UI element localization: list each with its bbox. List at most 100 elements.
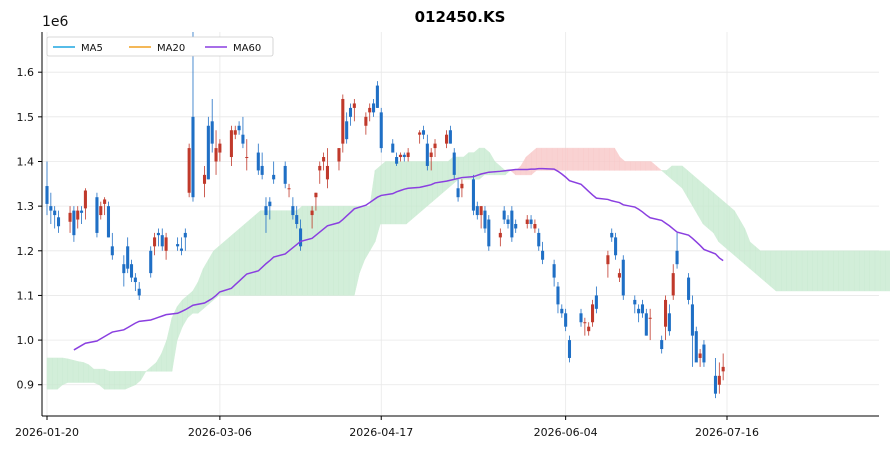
candle-body (502, 210, 506, 220)
cloud-segment (447, 156, 454, 189)
candle-body (637, 308, 641, 314)
cloud-segment (562, 147, 568, 171)
candle-body (698, 353, 702, 358)
cloud-segment (494, 160, 501, 176)
cloud-segment (546, 147, 553, 171)
candle-body (153, 237, 157, 247)
candle-body (398, 154, 402, 158)
candle-body (579, 313, 583, 323)
cloud-segment (255, 210, 261, 296)
candle-body (156, 232, 160, 236)
candle-body (99, 206, 103, 216)
cloud-segment (603, 147, 610, 171)
cloud-segment (817, 250, 824, 292)
cloud-segment (744, 228, 751, 270)
cloud-segment (859, 250, 865, 292)
candle-body (160, 235, 164, 247)
candle-body (122, 264, 126, 274)
x-tick-label: 2026-01-20 (15, 426, 79, 439)
cloud-segment (275, 210, 282, 296)
cloud-segment (791, 250, 798, 292)
y-tick-label: 1.6 (17, 66, 35, 79)
cloud-segment (869, 250, 876, 292)
cloud-segment (130, 371, 136, 388)
cloud-segment (171, 306, 178, 372)
cloud-segment (348, 205, 355, 296)
candle-body (83, 190, 87, 209)
cloud-segment (411, 161, 417, 221)
candle-body (687, 277, 691, 300)
candle-body (541, 250, 545, 260)
cloud-segment (656, 165, 663, 171)
cloud-segment (312, 205, 319, 296)
cloud-segment (734, 209, 740, 261)
candle-body (110, 246, 114, 256)
cloud-segment (557, 147, 563, 171)
candle-body (183, 232, 187, 238)
candle-body (341, 98, 345, 144)
cloud-segment (660, 170, 667, 176)
candle-body (68, 212, 72, 222)
candle-body (133, 277, 137, 283)
cloud-segment (77, 361, 84, 383)
candle-body (614, 237, 618, 256)
candle-body (322, 157, 326, 162)
chart-title: 012450.KS (415, 8, 506, 26)
cloud-segment (166, 317, 173, 372)
candle-body (76, 210, 80, 220)
cloud-segment (249, 214, 256, 296)
cloud-segment (458, 156, 464, 180)
cloud-segment (93, 368, 100, 386)
candle-body (45, 186, 49, 204)
candle-body (633, 299, 637, 305)
candle-body (479, 206, 483, 216)
candle-body (375, 85, 379, 108)
candle-body (525, 219, 529, 224)
candle-body (583, 322, 587, 324)
cloud-segment (260, 210, 266, 296)
cloud-segment (140, 371, 147, 382)
candle-body (567, 340, 572, 358)
candle-body (660, 340, 664, 350)
candle-body (460, 183, 464, 189)
cloud-segment (598, 147, 605, 171)
cloud-segment (317, 205, 324, 296)
cloud-segment (765, 250, 772, 288)
candle-body (210, 121, 214, 144)
cloud-segment (577, 147, 584, 171)
candle-body (245, 157, 249, 159)
cloud-segment (687, 169, 693, 208)
candle-body (372, 103, 376, 113)
cloud-segment (796, 250, 803, 292)
candle-body (364, 116, 368, 126)
candle-body (295, 215, 299, 224)
cloud-segment (879, 250, 886, 292)
candle-body (299, 228, 303, 247)
cloud-segment (635, 161, 641, 171)
candle-body (648, 317, 652, 319)
candle-body (379, 112, 383, 149)
cloud-segment (520, 156, 527, 176)
candle-body (53, 210, 57, 216)
candle-body (529, 219, 533, 224)
cloud-segment (676, 165, 683, 189)
cloud-segment (124, 371, 131, 390)
candle-body (368, 107, 372, 113)
cloud-segment (536, 147, 542, 171)
candle-body (287, 188, 291, 190)
candle-body (106, 206, 111, 238)
cloud-segment (515, 165, 522, 176)
cloud-segment (46, 357, 53, 390)
cloud-segment (327, 205, 334, 296)
candle-body (49, 206, 53, 211)
cloud-segment (697, 178, 704, 225)
cloud-segment (109, 371, 115, 390)
cloud-segment (343, 205, 350, 296)
cloud-segment (72, 359, 79, 383)
cloud-segment (531, 147, 537, 176)
cloud-segment (708, 187, 714, 234)
cloud-segment (780, 250, 787, 292)
candle-body (291, 206, 295, 216)
cloud-segment (786, 250, 792, 292)
candle-body (498, 232, 502, 238)
